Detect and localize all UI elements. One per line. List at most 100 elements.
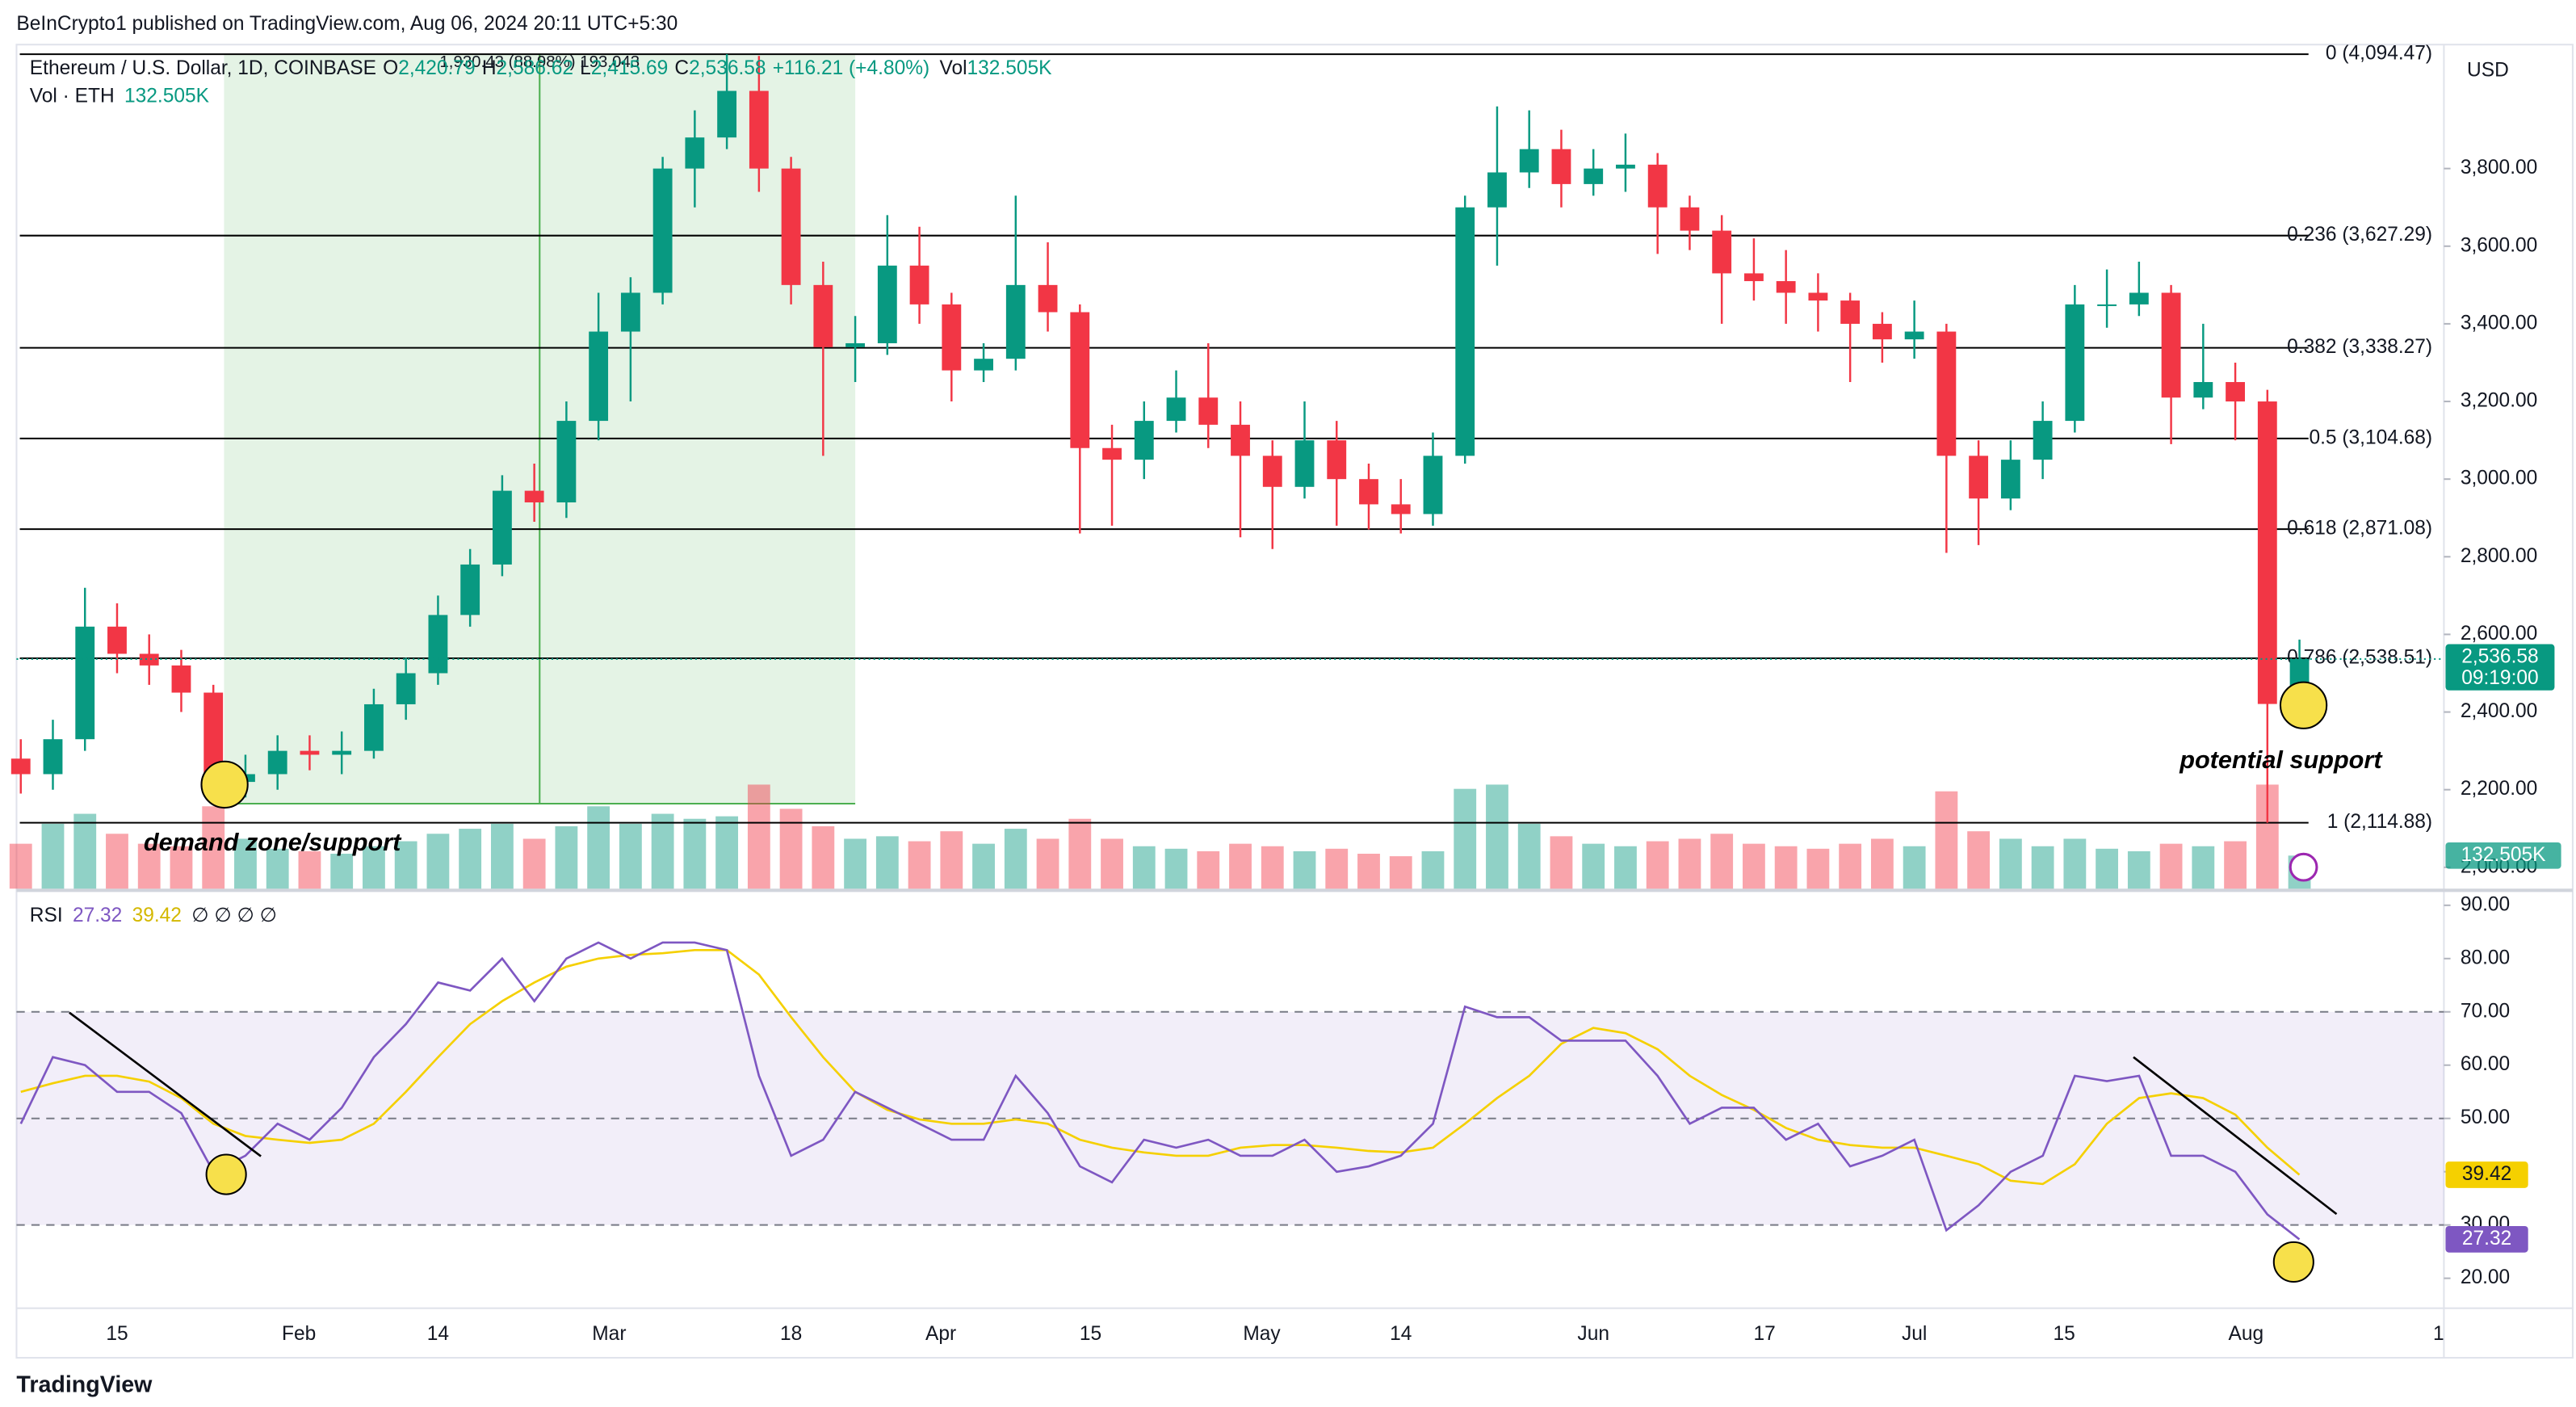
candle-body xyxy=(877,265,897,343)
rsi-name: RSI xyxy=(30,905,63,927)
candle-body xyxy=(2097,304,2117,306)
y-tick-label: 3,200.00 xyxy=(2461,390,2537,412)
candle-body xyxy=(2033,421,2053,460)
candle-body xyxy=(2193,382,2213,398)
trend-line xyxy=(69,1011,262,1157)
y-tick-label: 2,200.00 xyxy=(2461,778,2537,800)
candle-body xyxy=(1166,397,1186,422)
volume-bar xyxy=(1132,846,1156,889)
volume-bar xyxy=(41,823,65,889)
volume-bar xyxy=(1068,818,1092,889)
candle-body xyxy=(2257,401,2277,704)
candle-body xyxy=(1743,273,1764,282)
rsi-tag xyxy=(2445,1225,2528,1253)
candle-body xyxy=(1712,230,1732,274)
candle-body xyxy=(1231,424,1250,456)
volume-bar xyxy=(1935,791,1958,889)
volume-bar xyxy=(1806,848,1830,889)
volume-bar xyxy=(1229,843,1252,889)
candle-body xyxy=(1391,504,1411,514)
ohlc-key: O xyxy=(383,57,398,79)
x-tick-label: 18 xyxy=(780,1323,802,1345)
y-tick-label: 3,000.00 xyxy=(2461,468,2537,489)
candle-body xyxy=(717,90,737,138)
volume-bar xyxy=(2159,843,2183,889)
fib-label: 0.786 (2,538.51) xyxy=(2287,646,2432,668)
candle-body xyxy=(974,359,993,371)
candle-body xyxy=(1904,331,1924,340)
volume-bar xyxy=(812,826,835,889)
x-tick-label: May xyxy=(1243,1323,1281,1345)
volume-bar xyxy=(1197,850,1220,889)
candle-body xyxy=(300,750,320,755)
volume-bar xyxy=(2096,848,2119,889)
volume-bar xyxy=(1999,838,2022,889)
volume-bar xyxy=(1454,788,1477,889)
volume-bar xyxy=(1004,829,1027,889)
volume-bar xyxy=(1421,850,1445,889)
candle-body xyxy=(620,292,640,332)
candle-body xyxy=(1359,479,1378,505)
x-tick-label: Apr xyxy=(925,1323,956,1345)
candle-body xyxy=(203,692,224,783)
candle-body xyxy=(1423,456,1443,514)
candle-body xyxy=(75,626,95,740)
ohlc-value: 2,586.62 xyxy=(497,57,573,79)
x-tick-label: 15 xyxy=(1080,1323,1101,1345)
volume-bar xyxy=(747,784,770,889)
candle-body xyxy=(1519,149,1539,173)
volume-bar xyxy=(202,806,225,889)
rsi-ma-last: 39.42 xyxy=(132,905,182,927)
volume-bar xyxy=(844,838,866,889)
x-tick-label: Mar xyxy=(592,1323,626,1345)
ohlc-value: 2,536.58 xyxy=(689,57,766,79)
ohlc-value: 2,415.69 xyxy=(591,57,668,79)
candle-body xyxy=(1487,172,1507,208)
countdown: 09:19:00 xyxy=(2461,667,2538,689)
volume-bar xyxy=(2127,850,2150,889)
candle-body xyxy=(267,750,287,775)
candle-body xyxy=(589,331,609,422)
volume-bar xyxy=(651,813,674,889)
candle-body xyxy=(332,750,352,755)
volume-bar xyxy=(170,846,193,889)
volume-legend: Vol · ETH 132.505K xyxy=(30,86,210,107)
candle-body xyxy=(1551,149,1571,184)
volume-tag-label: 132.505K xyxy=(2461,844,2547,866)
volume-bar xyxy=(298,850,321,889)
candle-body xyxy=(652,168,673,293)
ohlc-value: 2,420.79 xyxy=(398,57,475,79)
rsi-tag-label: 27.32 xyxy=(2462,1228,2511,1250)
candle-body xyxy=(1680,207,1700,231)
candle-body xyxy=(524,490,544,503)
y-tick-label: 2,400.00 xyxy=(2461,700,2537,722)
volume-bar xyxy=(683,818,707,889)
volume-bar xyxy=(1389,856,1412,889)
candle-body xyxy=(2129,292,2149,304)
x-tick-label: 17 xyxy=(1754,1323,1776,1345)
volume-bar xyxy=(908,841,931,889)
y-tick-label: 2,800.00 xyxy=(2461,545,2537,567)
publisher: BeInCrypto1 published on TradingView.com… xyxy=(16,13,678,35)
volume-bar xyxy=(1036,838,1059,889)
vol-key: Vol xyxy=(939,57,967,79)
x-tick-label: Jul xyxy=(1902,1323,1927,1345)
candle-body xyxy=(1198,397,1219,425)
candle-body xyxy=(1102,447,1122,460)
volume-bar xyxy=(1357,853,1380,889)
candle-body xyxy=(2226,382,2245,402)
volume-bar xyxy=(1903,846,1926,889)
candle-body xyxy=(1262,456,1282,487)
volume-bar xyxy=(106,834,128,889)
fib-label: 1 (2,114.88) xyxy=(2327,811,2432,833)
volume-bar xyxy=(779,808,803,889)
volume-bar xyxy=(715,816,739,889)
candle-body xyxy=(556,421,577,503)
y-tick-label: 3,400.00 xyxy=(2461,312,2537,334)
volume-bar xyxy=(1293,850,1316,889)
highlight-circle xyxy=(205,1153,247,1195)
candle-body xyxy=(364,704,384,751)
candle-body xyxy=(1584,168,1604,184)
candle-body xyxy=(428,615,448,674)
